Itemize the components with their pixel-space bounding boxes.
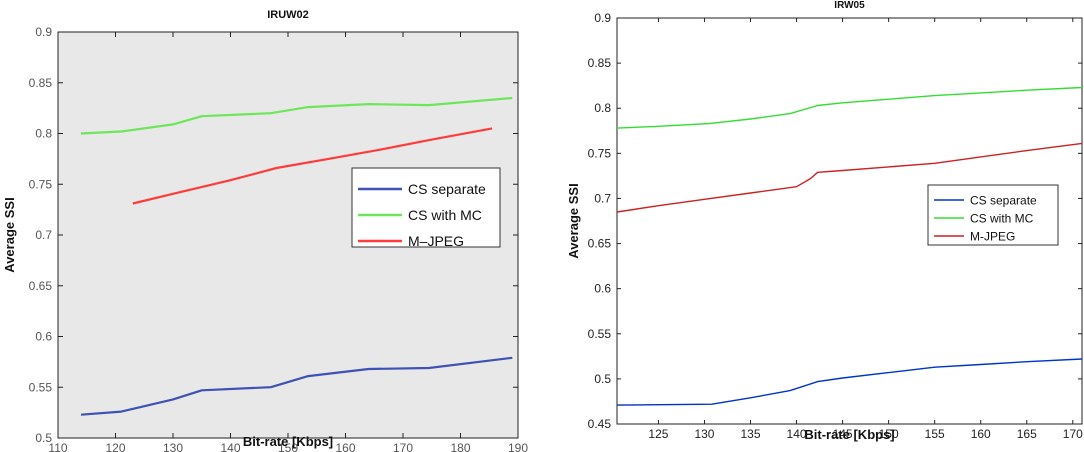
chart-title: IRW05 <box>834 0 865 11</box>
series-line-cs-with-mc <box>80 96 513 135</box>
legend-entry: M-JPEG <box>970 229 1015 243</box>
y-tick-label: 0.75 <box>29 177 53 191</box>
legend-entry: CS separate <box>408 181 486 197</box>
x-tick-label: 160 <box>971 427 991 441</box>
legend-entry: CS with MC <box>970 211 1034 225</box>
y-tick-label: 0.5 <box>594 372 611 386</box>
x-tick-label: 135 <box>740 427 760 441</box>
x-tick-label: 150 <box>278 441 298 452</box>
y-tick-label: 0.8 <box>594 101 611 115</box>
series-line-cs-with-mc <box>616 86 1083 129</box>
chart-1: IRUW02 110 120 130 140 150 160 170 180 190 0.5 0.55… <box>2 9 528 452</box>
series-line-m-jpeg <box>616 142 1083 213</box>
series-line-cs-separate <box>80 356 513 416</box>
x-tick-label: 140 <box>787 427 807 441</box>
x-tick-label: 155 <box>925 427 945 441</box>
chart-2: IRW05 125 130 135 140 145 150 155 160 165 170 0.45 0… <box>566 0 1083 442</box>
y-tick-label: 0.6 <box>594 282 611 296</box>
y-tick-label: 0.7 <box>594 191 611 205</box>
x-axis-label: Bit-rate [Kbps] <box>243 434 333 449</box>
y-tick-label: 0.75 <box>588 146 612 160</box>
legend-entry: CS separate <box>970 193 1037 207</box>
x-tick-label: 130 <box>163 441 183 452</box>
y-axis-label: Average SSI <box>2 197 17 272</box>
y-tick-label: 0.55 <box>588 327 612 341</box>
x-tick-label: 190 <box>508 441 528 452</box>
y-tick-label: 0.65 <box>29 279 53 293</box>
series-line-m-jpeg <box>132 127 493 205</box>
y-tick-label: 0.7 <box>35 228 52 242</box>
x-tick-label: 170 <box>393 441 413 452</box>
legend-entry: M–JPEG <box>408 233 464 249</box>
x-tick-label: 125 <box>648 427 668 441</box>
x-tick-label: 145 <box>833 427 853 441</box>
x-tick-label: 140 <box>220 441 240 452</box>
y-tick-label: 0.65 <box>588 237 612 251</box>
legend-box <box>351 167 501 248</box>
y-tick-label: 0.5 <box>35 431 52 445</box>
x-tick-label: 110 <box>48 441 67 452</box>
x-tick-label: 165 <box>1017 427 1037 441</box>
x-axis-label: Bit-rate [Kbps] <box>804 427 894 442</box>
x-tick-label: 160 <box>335 441 355 452</box>
y-tick-label: 0.8 <box>35 127 52 141</box>
y-tick-label: 0.85 <box>588 56 612 70</box>
y-tick-label: 0.9 <box>35 25 52 39</box>
y-axis-label: Average SSI <box>566 183 581 258</box>
chart-title: IRUW02 <box>267 9 309 21</box>
legend-entry: CS with MC <box>408 207 482 223</box>
y-tick-label: 0.85 <box>29 76 53 90</box>
y-tick-label: 0.55 <box>29 380 53 394</box>
x-tick-label: 180 <box>450 441 470 452</box>
x-tick-label: 130 <box>694 427 714 441</box>
x-tick-label: 170 <box>1063 427 1083 441</box>
series-line-cs-separate <box>616 358 1083 406</box>
x-tick-label: 150 <box>879 427 899 441</box>
y-tick-label: 0.9 <box>594 11 611 25</box>
y-tick-label: 0.45 <box>588 417 612 431</box>
legend: CS separate CS with MC M-JPEG <box>927 184 1059 246</box>
y-tick-label: 0.6 <box>35 330 52 344</box>
legend: CS separate CS with MC M–JPEG <box>351 167 501 249</box>
x-tick-label: 120 <box>105 441 125 452</box>
legend-box <box>927 184 1059 246</box>
